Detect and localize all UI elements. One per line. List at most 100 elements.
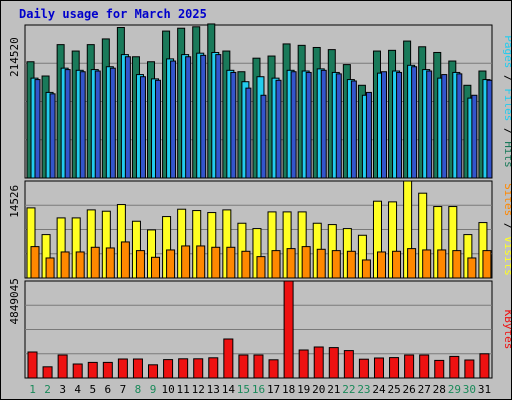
pages-bar xyxy=(441,74,448,179)
sites-bar xyxy=(120,241,130,279)
sites-bar xyxy=(30,246,40,279)
kbytes-bar xyxy=(373,357,384,379)
sites-bar xyxy=(196,245,206,279)
pages-bar xyxy=(275,79,282,179)
kbytes-bar xyxy=(238,354,249,379)
sites-bar xyxy=(181,245,191,279)
kbytes-bar xyxy=(178,358,189,379)
pages-bar xyxy=(230,71,237,179)
sites-bar xyxy=(452,250,462,279)
sites-bar xyxy=(135,250,145,279)
pages-bar xyxy=(34,79,41,179)
day-label: 27 xyxy=(418,383,431,396)
day-label: 20 xyxy=(312,383,325,396)
kbytes-bar xyxy=(253,354,264,379)
sites-bar xyxy=(437,249,447,279)
day-label: 30 xyxy=(463,383,476,396)
kbytes-bar xyxy=(404,354,415,379)
pages-bar xyxy=(215,54,222,179)
kbytes-bar xyxy=(434,359,445,379)
kbytes-bar xyxy=(148,364,159,379)
pages-bar xyxy=(170,60,177,179)
pages-bar xyxy=(260,94,267,179)
sites-bar xyxy=(331,250,341,279)
pages-bar xyxy=(380,71,387,179)
kbytes-bar xyxy=(343,350,354,379)
kbytes-bar xyxy=(117,358,128,379)
sites-bar xyxy=(45,257,55,279)
kbytes-bar xyxy=(163,359,174,379)
kbytes-bar xyxy=(268,359,279,379)
legend-visits: Visits xyxy=(502,236,511,276)
day-label: 14 xyxy=(222,383,236,396)
sites-bar xyxy=(346,250,356,279)
day-label: 29 xyxy=(448,383,461,396)
kbytes-bar xyxy=(389,357,400,379)
sites-bar xyxy=(482,250,492,279)
kbytes-bar xyxy=(283,280,294,379)
day-label: 24 xyxy=(372,383,386,396)
kbytes-bar xyxy=(27,351,38,379)
sites-bar xyxy=(376,251,386,279)
day-label: 7 xyxy=(120,383,127,396)
day-label: 16 xyxy=(252,383,265,396)
sites-bar xyxy=(407,248,417,279)
kbytes-bar xyxy=(313,346,324,379)
sites-bar xyxy=(105,247,115,279)
sites-bar xyxy=(151,256,161,279)
sites-bar xyxy=(392,250,402,279)
day-label: 9 xyxy=(150,383,157,396)
pages-bar xyxy=(426,70,433,179)
visits-legend: Sites / Visits xyxy=(502,183,511,276)
day-label: 10 xyxy=(161,383,174,396)
sites-bar xyxy=(271,250,281,279)
legend-hits: Hits xyxy=(502,141,511,168)
kbytes-legend: KBytes xyxy=(502,310,511,350)
sites-bar xyxy=(256,256,266,279)
pages-bar xyxy=(155,79,162,179)
kbytes-bar xyxy=(223,338,234,379)
day-label: 13 xyxy=(207,383,220,396)
pages-bar xyxy=(320,69,327,179)
pages-bar xyxy=(335,73,342,179)
day-label: 15 xyxy=(237,383,250,396)
pages-bar xyxy=(486,79,493,179)
day-label: 2 xyxy=(44,383,51,396)
pages-bar xyxy=(94,70,101,179)
day-label: 18 xyxy=(282,383,295,396)
kbytes-bar xyxy=(464,359,475,379)
kbytes-bar xyxy=(298,349,309,379)
day-label: 26 xyxy=(403,383,416,396)
pages-bar xyxy=(139,76,146,179)
sites-bar xyxy=(316,248,326,279)
kbytes-y-tick-label: 4849045 xyxy=(8,278,21,324)
kbytes-bar xyxy=(358,358,369,379)
sites-bar xyxy=(301,246,311,279)
day-label: 8 xyxy=(135,383,142,396)
pages-bar xyxy=(200,54,207,179)
pages-bar xyxy=(49,93,56,179)
pages-bar xyxy=(411,66,418,179)
sites-bar xyxy=(361,259,371,279)
kbytes-bar xyxy=(479,353,490,379)
sites-bar xyxy=(90,246,100,279)
kbytes-bar xyxy=(208,357,219,379)
day-label: 19 xyxy=(297,383,310,396)
sites-bar xyxy=(211,246,221,279)
sites-bar xyxy=(286,248,296,279)
day-label: 1 xyxy=(29,383,36,396)
kbytes-bar xyxy=(328,347,339,379)
sites-bar xyxy=(467,257,477,279)
kbytes-bar xyxy=(57,354,68,379)
kbytes-bar xyxy=(102,361,113,379)
kbytes-bar xyxy=(42,366,53,379)
day-label: 23 xyxy=(357,383,370,396)
day-label: 21 xyxy=(327,383,340,396)
pages-bar xyxy=(79,71,86,179)
sites-bar xyxy=(166,249,176,279)
day-label: 31 xyxy=(478,383,491,396)
kbytes-bar xyxy=(419,354,430,379)
legend-pages: Pages xyxy=(502,35,511,68)
